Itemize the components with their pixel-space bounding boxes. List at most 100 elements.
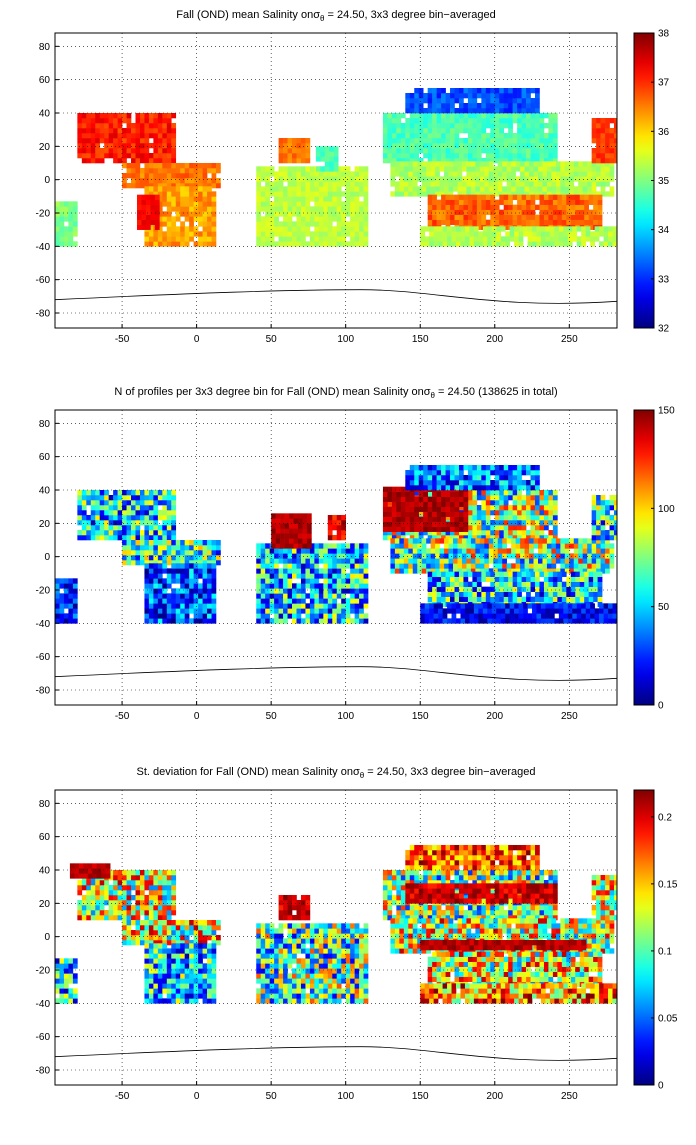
bin-cell	[610, 558, 615, 563]
bin-cell	[319, 543, 324, 548]
bin-cell	[435, 181, 440, 186]
bin-cell	[475, 186, 480, 191]
bin-cell	[419, 113, 424, 118]
bin-cell	[539, 530, 544, 535]
bin-cell	[194, 191, 199, 196]
bin-cell	[455, 492, 460, 497]
bin-cell	[487, 608, 492, 613]
bin-cell	[517, 215, 522, 220]
bin-cell	[167, 573, 172, 578]
bin-cell	[77, 490, 82, 495]
bin-cell	[104, 535, 109, 540]
bin-cell	[325, 161, 330, 166]
bin-cell	[534, 553, 539, 558]
bin-cell	[140, 153, 145, 158]
bin-cell	[296, 603, 301, 608]
bin-cell	[109, 520, 114, 525]
bin-cell	[212, 618, 217, 623]
bin-cell	[150, 195, 155, 200]
bin-cell	[383, 492, 388, 497]
bin-cell	[486, 88, 491, 93]
bin-cell	[292, 186, 297, 191]
bin-cell	[118, 510, 123, 515]
x-tick-label: 250	[561, 334, 578, 345]
bin-cell	[203, 241, 208, 246]
bin-cell	[387, 148, 392, 153]
bin-cell	[419, 507, 424, 512]
bin-cell	[486, 113, 491, 118]
bin-cell	[477, 475, 482, 480]
bin-cell	[212, 545, 217, 550]
bin-cell	[487, 226, 492, 231]
bin-cell	[296, 196, 301, 201]
bin-cell	[513, 195, 518, 200]
bin-cell	[288, 578, 293, 583]
bin-cell	[431, 181, 436, 186]
bin-cell	[528, 236, 533, 241]
bin-cell	[432, 475, 437, 480]
bin-cell	[198, 540, 203, 545]
bin-cell	[456, 226, 461, 231]
bin-cell	[135, 535, 140, 540]
bin-cell	[475, 166, 480, 171]
bin-cell	[283, 618, 288, 623]
bin-cell	[592, 166, 597, 171]
bin-cell	[614, 505, 619, 510]
bin-cell	[328, 171, 333, 176]
bin-cell	[294, 538, 299, 543]
bin-cell	[490, 480, 495, 485]
bin-cell	[296, 148, 301, 153]
bin-cell	[559, 608, 564, 613]
bin-cell	[144, 510, 149, 515]
bin-cell	[583, 558, 588, 563]
bin-cell	[432, 577, 437, 582]
bin-cell	[314, 211, 319, 216]
bin-cell	[589, 220, 594, 225]
bin-cell	[359, 608, 364, 613]
bin-cell	[486, 205, 491, 210]
bin-cell	[180, 573, 185, 578]
bin-cell	[435, 548, 440, 553]
bin-cell	[450, 572, 455, 577]
bin-cell	[441, 108, 446, 113]
bin-cell	[499, 480, 504, 485]
bin-cell	[203, 598, 208, 603]
bin-cell	[392, 128, 397, 133]
bin-cell	[548, 505, 553, 510]
bin-cell	[265, 613, 270, 618]
bin-cell	[516, 166, 521, 171]
bin-cell	[337, 525, 342, 530]
bin-cell	[131, 173, 136, 178]
bin-cell	[493, 166, 498, 171]
bin-cell	[270, 603, 275, 608]
bin-cell	[502, 563, 507, 568]
bin-cell	[207, 236, 212, 241]
bin-cell	[544, 505, 549, 510]
bin-cell	[539, 133, 544, 138]
bin-cell	[292, 171, 297, 176]
bin-cell	[539, 220, 544, 225]
bin-cell	[514, 231, 519, 236]
bin-cell	[526, 205, 531, 210]
bin-cell	[405, 502, 410, 507]
bin-cell	[359, 543, 364, 548]
bin-cell	[493, 553, 498, 558]
bin-cell	[450, 210, 455, 215]
x-tick-label: 200	[486, 334, 503, 345]
bin-cell	[162, 510, 167, 515]
bin-cell	[288, 158, 293, 163]
bin-cell	[455, 475, 460, 480]
bin-cell	[508, 597, 513, 602]
bin-cell	[153, 588, 158, 593]
bin-cell	[516, 161, 521, 166]
bin-cell	[432, 103, 437, 108]
bin-cell	[279, 593, 284, 598]
bin-cell	[569, 538, 574, 543]
bin-cell	[450, 220, 455, 225]
bin-cell	[207, 201, 212, 206]
bin-cell	[162, 178, 167, 183]
bin-cell	[171, 153, 176, 158]
bin-cell	[301, 171, 306, 176]
bin-cell	[531, 480, 536, 485]
bin-cell	[417, 568, 422, 573]
